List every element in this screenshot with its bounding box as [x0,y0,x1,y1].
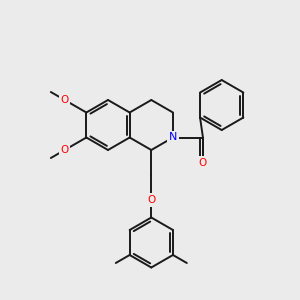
Text: O: O [199,158,207,167]
Text: O: O [147,195,155,205]
Text: O: O [61,145,69,155]
Text: O: O [61,95,69,105]
Text: N: N [169,133,177,142]
